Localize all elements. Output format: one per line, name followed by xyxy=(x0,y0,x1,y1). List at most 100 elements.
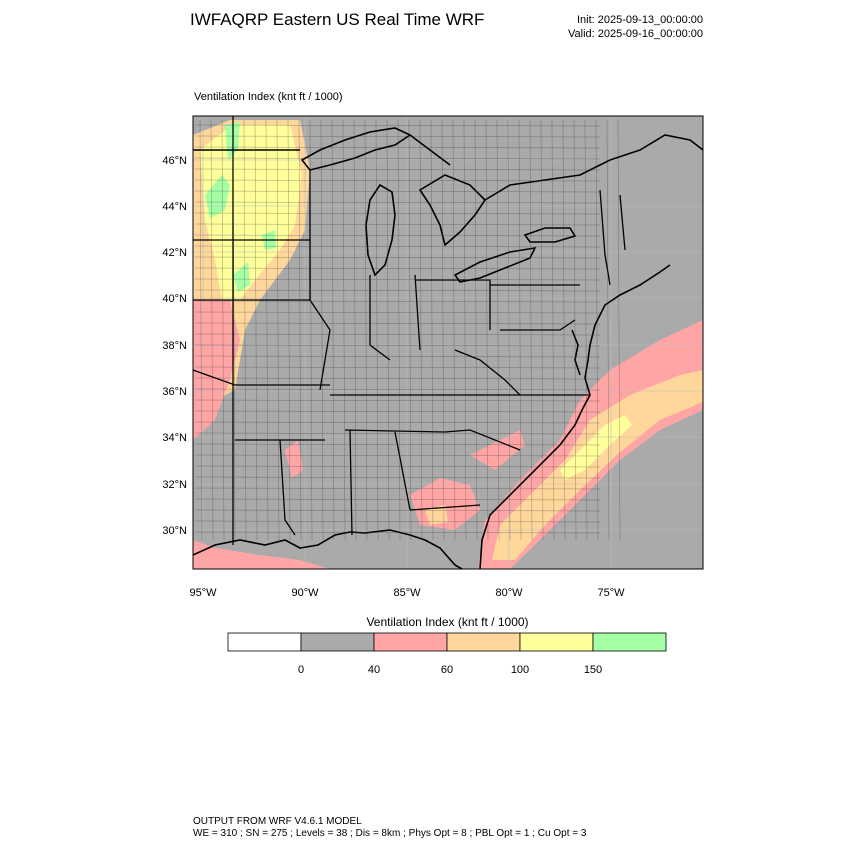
init-time: Init: 2025-09-13_00:00:00 xyxy=(577,14,703,26)
county-line xyxy=(194,410,601,413)
lat-label-34: 34°N xyxy=(162,432,187,444)
west-shading-high xyxy=(200,125,302,300)
colorbar-label-100: 100 xyxy=(511,664,529,676)
lat-label-44: 44°N xyxy=(162,201,187,213)
county-line xyxy=(485,119,489,541)
lon-label-95: 95°W xyxy=(189,587,217,599)
lake-michigan xyxy=(365,183,396,277)
county-line xyxy=(584,119,588,541)
county-line xyxy=(540,119,544,541)
colorbar-label-150: 150 xyxy=(584,664,602,676)
county-line xyxy=(194,432,601,435)
county-line xyxy=(529,119,533,541)
county-line xyxy=(397,119,401,541)
map-frame xyxy=(192,115,704,570)
longitude-axis: 95°W 90°W 85°W 80°W 75°W xyxy=(189,587,625,599)
field-label: Ventilation Index (knt ft / 1000) xyxy=(194,91,343,103)
county-line xyxy=(298,119,302,541)
state-line-11 xyxy=(344,429,521,451)
county-line xyxy=(194,520,601,523)
county-line xyxy=(419,119,423,541)
county-line xyxy=(386,119,390,541)
county-line xyxy=(194,234,601,237)
county-line xyxy=(194,476,601,479)
colorbar-box-3 xyxy=(373,632,448,652)
county-line xyxy=(194,124,601,127)
west-shading-low-1 xyxy=(193,300,240,440)
county-line xyxy=(232,119,236,541)
footer-config: WE = 310 ; SN = 275 ; Levels = 38 ; Dis … xyxy=(193,828,587,839)
county-line xyxy=(194,201,601,204)
colorbar-label-40: 40 xyxy=(368,664,380,676)
valid-time: Valid: 2025-09-16_00:00:00 xyxy=(568,28,703,40)
county-line xyxy=(194,289,601,292)
county-line xyxy=(194,498,601,501)
state-line-4 xyxy=(193,369,330,386)
county-line xyxy=(463,119,467,541)
county-line xyxy=(194,311,601,314)
colorbar-box-2 xyxy=(300,632,375,652)
county-line xyxy=(452,119,456,541)
state-line-9 xyxy=(415,279,491,330)
county-line xyxy=(309,119,313,541)
county-line xyxy=(507,119,511,541)
county-line xyxy=(254,119,258,541)
county-line xyxy=(194,421,601,424)
county-line xyxy=(194,531,601,534)
county-line xyxy=(210,119,214,541)
atlantic-shading-high xyxy=(560,415,632,480)
county-line xyxy=(194,256,601,259)
colorbar-box-5 xyxy=(519,632,594,652)
county-line xyxy=(194,300,601,303)
county-line xyxy=(194,366,601,369)
county-line xyxy=(194,509,601,512)
lat-label-36: 36°N xyxy=(162,386,187,398)
county-line xyxy=(320,119,324,541)
state-line-20 xyxy=(409,504,481,511)
footer-model: OUTPUT FROM WRF V4.6.1 MODEL xyxy=(193,816,362,827)
state-line-7 xyxy=(369,275,391,361)
county-line xyxy=(194,190,601,193)
county-line xyxy=(194,377,601,380)
county-line xyxy=(194,157,601,160)
county-line xyxy=(194,399,601,402)
county-line xyxy=(430,119,434,541)
lake-superior xyxy=(300,127,412,171)
county-line xyxy=(474,119,478,541)
state-line-19 xyxy=(454,349,521,396)
county-line xyxy=(551,119,555,541)
county-line xyxy=(194,388,601,391)
county-line xyxy=(194,267,601,270)
county-line xyxy=(194,278,601,281)
county-line xyxy=(194,322,601,325)
county-line xyxy=(375,119,379,541)
lat-label-42: 42°N xyxy=(162,247,187,259)
state-boundaries xyxy=(193,116,626,545)
county-line xyxy=(194,212,601,215)
colorbar-box-4 xyxy=(446,632,521,652)
county-line xyxy=(573,119,577,541)
county-line xyxy=(518,119,522,541)
county-line xyxy=(194,146,601,149)
county-line xyxy=(194,245,601,248)
carolina-shading-low xyxy=(470,430,525,470)
colorbar-label-0: 0 xyxy=(298,664,304,676)
county-line xyxy=(243,119,247,541)
state-line-6 xyxy=(309,170,331,391)
interior-shading xyxy=(410,430,525,530)
county-line xyxy=(342,119,346,541)
lat-label-46: 46°N xyxy=(162,155,187,167)
county-line xyxy=(194,223,601,226)
county-line xyxy=(408,119,412,541)
colorbar-box-6 xyxy=(592,632,667,652)
lake-huron xyxy=(418,174,487,247)
state-line-17 xyxy=(599,189,611,286)
lon-label-85: 85°W xyxy=(393,587,421,599)
county-line xyxy=(617,119,621,541)
west-shading-low-2 xyxy=(193,540,330,569)
county-line xyxy=(265,119,269,541)
map-panel xyxy=(193,116,703,569)
lon-label-80: 80°W xyxy=(495,587,523,599)
latitude-axis: 46°N 44°N 42°N 40°N 38°N 36°N 34°N 32°N … xyxy=(162,155,187,537)
